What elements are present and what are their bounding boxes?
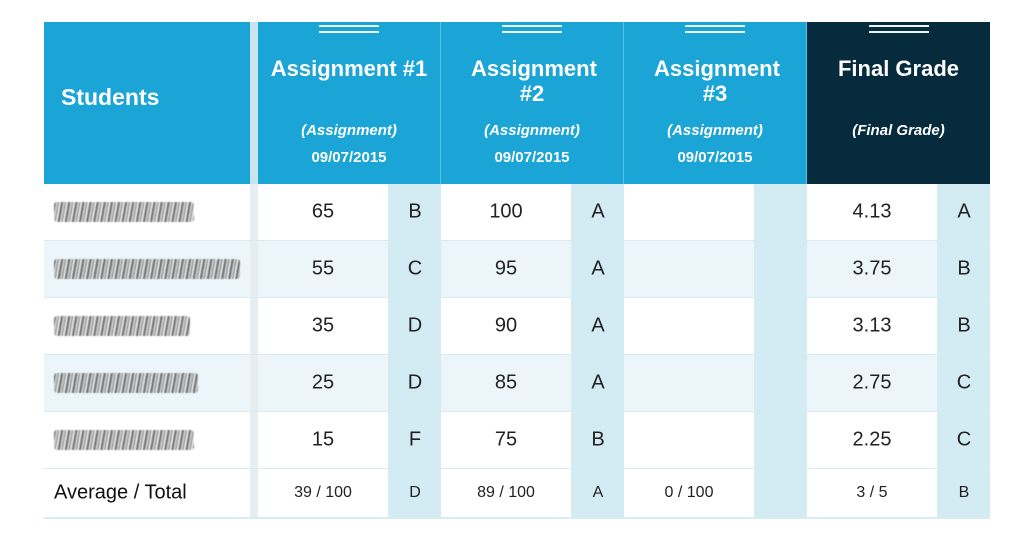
score-cell[interactable]: 55: [258, 241, 389, 297]
score-cell[interactable]: 35: [258, 298, 389, 354]
drag-handle-icon[interactable]: [868, 25, 929, 33]
average-total-label: Average / Total: [54, 481, 187, 504]
student-row: 55 C 95 A 3.75 B: [44, 241, 990, 298]
row-divider: [250, 412, 258, 468]
score-cell[interactable]: 75: [441, 412, 572, 468]
score-cell[interactable]: [624, 184, 755, 240]
letter-grade-cell: A: [572, 355, 624, 411]
students-header-label: Students: [61, 84, 160, 110]
final-score-cell: 3.13: [807, 298, 938, 354]
total-score-cell: 39 / 100: [258, 469, 389, 517]
letter-grade-cell: D: [389, 298, 441, 354]
column-title: Assignment #3: [654, 56, 780, 106]
total-letter-cell: A: [572, 469, 624, 517]
final-score-cell: 2.25: [807, 412, 938, 468]
total-score-cell: 89 / 100: [441, 469, 572, 517]
average-total-row: Average / Total 39 / 100 D 89 / 100 A 0 …: [44, 469, 990, 519]
letter-grade-cell: [755, 412, 807, 468]
score-cell[interactable]: [624, 355, 755, 411]
letter-grade-cell: A: [572, 184, 624, 240]
redacted-name: [54, 202, 194, 222]
student-name[interactable]: [44, 184, 250, 240]
redacted-name: [54, 259, 240, 279]
column-category: (Assignment): [484, 122, 580, 139]
final-score-cell: 3.75: [807, 241, 938, 297]
redacted-name: [54, 373, 198, 393]
row-divider: [250, 469, 258, 517]
column-title: Assignment #1: [270, 56, 428, 81]
score-cell[interactable]: 100: [441, 184, 572, 240]
letter-grade-cell: [755, 241, 807, 297]
row-divider: [250, 241, 258, 297]
column-date: 09/07/2015: [311, 149, 387, 166]
student-name[interactable]: [44, 241, 250, 297]
redacted-name: [54, 316, 190, 336]
score-cell[interactable]: [624, 298, 755, 354]
final-letter-cell: C: [938, 412, 990, 468]
column-title: Final Grade: [837, 56, 960, 81]
total-final-score-cell: 3 / 5: [807, 469, 938, 517]
total-score-cell: 0 / 100: [624, 469, 755, 517]
final-grade-header[interactable]: Final Grade (Final Grade): [807, 22, 990, 184]
row-divider: [250, 184, 258, 240]
total-letter-cell: [755, 469, 807, 517]
row-divider: [250, 355, 258, 411]
students-header[interactable]: Students: [44, 22, 250, 184]
final-letter-cell: A: [938, 184, 990, 240]
score-cell[interactable]: [624, 241, 755, 297]
header-divider: [250, 22, 258, 184]
gradebook-table: Students Assignment #1 (Assignment) 09/0…: [44, 22, 990, 519]
average-total-label-cell: Average / Total: [44, 469, 250, 517]
column-category: (Assignment): [667, 122, 763, 139]
drag-handle-icon[interactable]: [685, 25, 745, 33]
letter-grade-cell: F: [389, 412, 441, 468]
final-letter-cell: B: [938, 298, 990, 354]
student-row: 25 D 85 A 2.75 C: [44, 355, 990, 412]
assignment-2-header[interactable]: Assignment #2 (Assignment) 09/07/2015: [441, 22, 624, 184]
row-divider: [250, 298, 258, 354]
score-cell[interactable]: 90: [441, 298, 572, 354]
letter-grade-cell: A: [572, 241, 624, 297]
letter-grade-cell: D: [389, 355, 441, 411]
drag-handle-icon[interactable]: [502, 25, 562, 33]
total-final-letter-cell: B: [938, 469, 990, 517]
score-cell[interactable]: 85: [441, 355, 572, 411]
column-date: 09/07/2015: [494, 149, 570, 166]
student-row: 15 F 75 B 2.25 C: [44, 412, 990, 469]
score-cell[interactable]: 95: [441, 241, 572, 297]
redacted-name: [54, 430, 194, 450]
column-title: Assignment #2: [471, 56, 597, 106]
student-name[interactable]: [44, 355, 250, 411]
assignment-3-header[interactable]: Assignment #3 (Assignment) 09/07/2015: [624, 22, 807, 184]
letter-grade-cell: [755, 355, 807, 411]
score-cell[interactable]: [624, 412, 755, 468]
score-cell[interactable]: 25: [258, 355, 389, 411]
column-category: (Assignment): [301, 122, 397, 139]
column-date: 09/07/2015: [677, 149, 753, 166]
assignment-1-header[interactable]: Assignment #1 (Assignment) 09/07/2015: [258, 22, 441, 184]
drag-handle-icon[interactable]: [319, 25, 379, 33]
final-letter-cell: B: [938, 241, 990, 297]
final-letter-cell: C: [938, 355, 990, 411]
letter-grade-cell: A: [572, 298, 624, 354]
total-letter-cell: D: [389, 469, 441, 517]
letter-grade-cell: [755, 184, 807, 240]
score-cell[interactable]: 15: [258, 412, 389, 468]
student-row: 35 D 90 A 3.13 B: [44, 298, 990, 355]
letter-grade-cell: [755, 298, 807, 354]
student-name[interactable]: [44, 298, 250, 354]
final-score-cell: 2.75: [807, 355, 938, 411]
letter-grade-cell: B: [572, 412, 624, 468]
student-row: 65 B 100 A 4.13 A: [44, 184, 990, 241]
final-score-cell: 4.13: [807, 184, 938, 240]
score-cell[interactable]: 65: [258, 184, 389, 240]
column-category: (Final Grade): [852, 122, 945, 139]
letter-grade-cell: B: [389, 184, 441, 240]
student-name[interactable]: [44, 412, 250, 468]
letter-grade-cell: C: [389, 241, 441, 297]
